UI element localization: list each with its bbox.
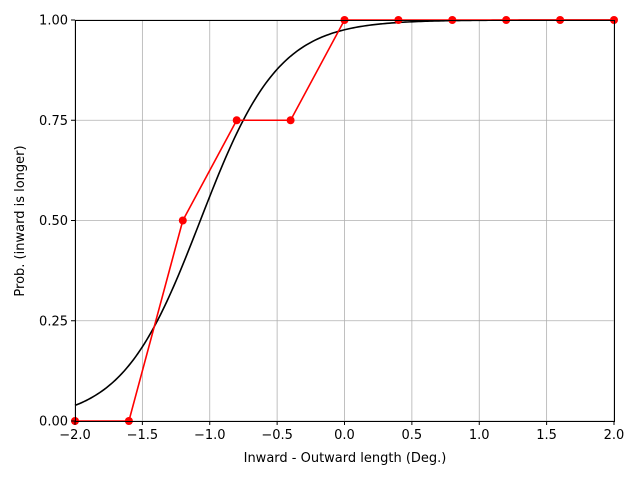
y-axis-label: Prob. (inward is longer): [13, 145, 28, 296]
grid: [74, 19, 615, 422]
x-tick-label: 2.0: [604, 428, 625, 443]
x-tick-label: 0.0: [334, 428, 355, 443]
y-tick-label: 0.25: [39, 314, 68, 329]
x-tick-label: −2.0: [59, 428, 91, 443]
x-tick-label: −1.5: [127, 428, 159, 443]
x-tick-label: −0.5: [261, 428, 293, 443]
plot-frame: [75, 20, 615, 422]
x-axis-ticks: −2.0 −1.5 −1.0 −0.5 0.0 0.5 1.0 1.5 2.0: [59, 421, 624, 443]
x-tick-label: 0.5: [402, 428, 423, 443]
y-tick-label: 0.75: [39, 114, 68, 129]
x-tick-label: 1.0: [469, 428, 490, 443]
x-tick-label: −1.0: [194, 428, 226, 443]
y-axis-ticks: 0.00 0.25 0.50 0.75 1.00: [39, 14, 75, 430]
observed-data-point: [178, 216, 187, 225]
y-tick-label: 0.50: [39, 214, 68, 229]
observed-data-point: [232, 116, 241, 125]
y-tick-label: 0.00: [39, 415, 68, 430]
y-tick-label: 1.00: [39, 14, 68, 29]
x-tick-label: 1.5: [536, 428, 557, 443]
x-axis-label: Inward - Outward length (Deg.): [244, 451, 447, 466]
observed-data-point: [286, 116, 295, 125]
